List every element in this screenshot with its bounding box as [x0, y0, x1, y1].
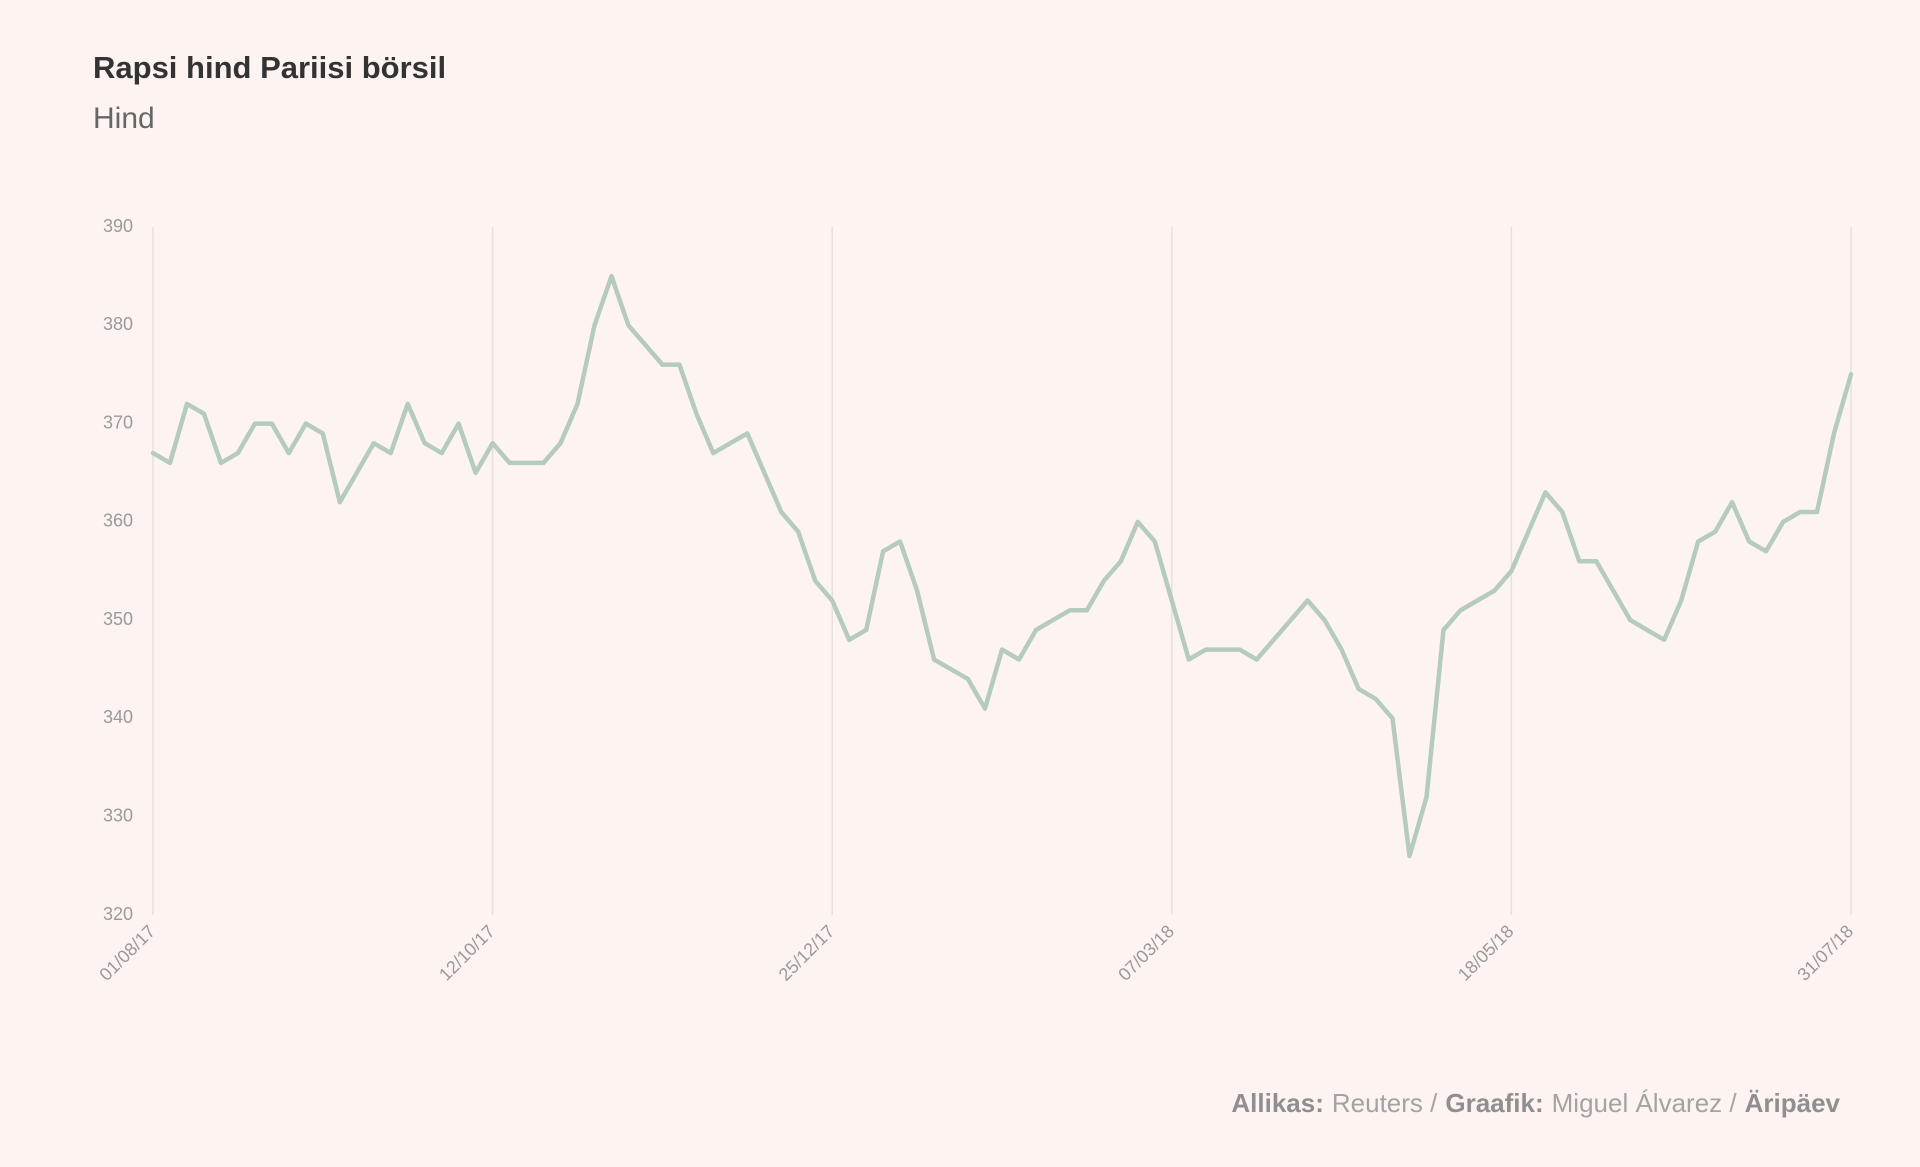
footer-part: Allikas: — [1231, 1088, 1324, 1118]
x-tick-label: 07/03/18 — [1114, 921, 1178, 985]
chart-subtitle: Hind — [93, 102, 155, 135]
x-tick-label: 12/10/17 — [435, 921, 499, 985]
footer: Allikas: Reuters / Graafik: Miguel Álvarez … — [1231, 1088, 1840, 1118]
x-tick-label: 01/08/17 — [95, 921, 159, 985]
y-tick-label: 390 — [103, 216, 133, 236]
y-tick-label: 340 — [103, 707, 133, 727]
footer-part: Graafik: — [1445, 1088, 1543, 1118]
x-tick-label: 31/07/18 — [1793, 921, 1857, 985]
y-tick-label: 360 — [103, 511, 133, 531]
y-tick-label: 320 — [103, 904, 133, 924]
footer-part: Reuters / — [1332, 1088, 1438, 1118]
line — [150, 273, 1854, 859]
y-tick-label: 370 — [103, 412, 133, 432]
x-tick-label: 25/12/17 — [775, 921, 839, 985]
x-tick-label: 18/05/18 — [1454, 921, 1518, 985]
footer-part: Miguel Álvarez / — [1552, 1088, 1738, 1118]
y-tick-label: 380 — [103, 314, 133, 334]
chart-title: Rapsi hind Pariisi börsil — [93, 50, 446, 85]
y-tick-label: 350 — [103, 609, 133, 629]
y-tick-label: 330 — [103, 805, 133, 825]
footer-part: Äripäev — [1745, 1088, 1841, 1118]
